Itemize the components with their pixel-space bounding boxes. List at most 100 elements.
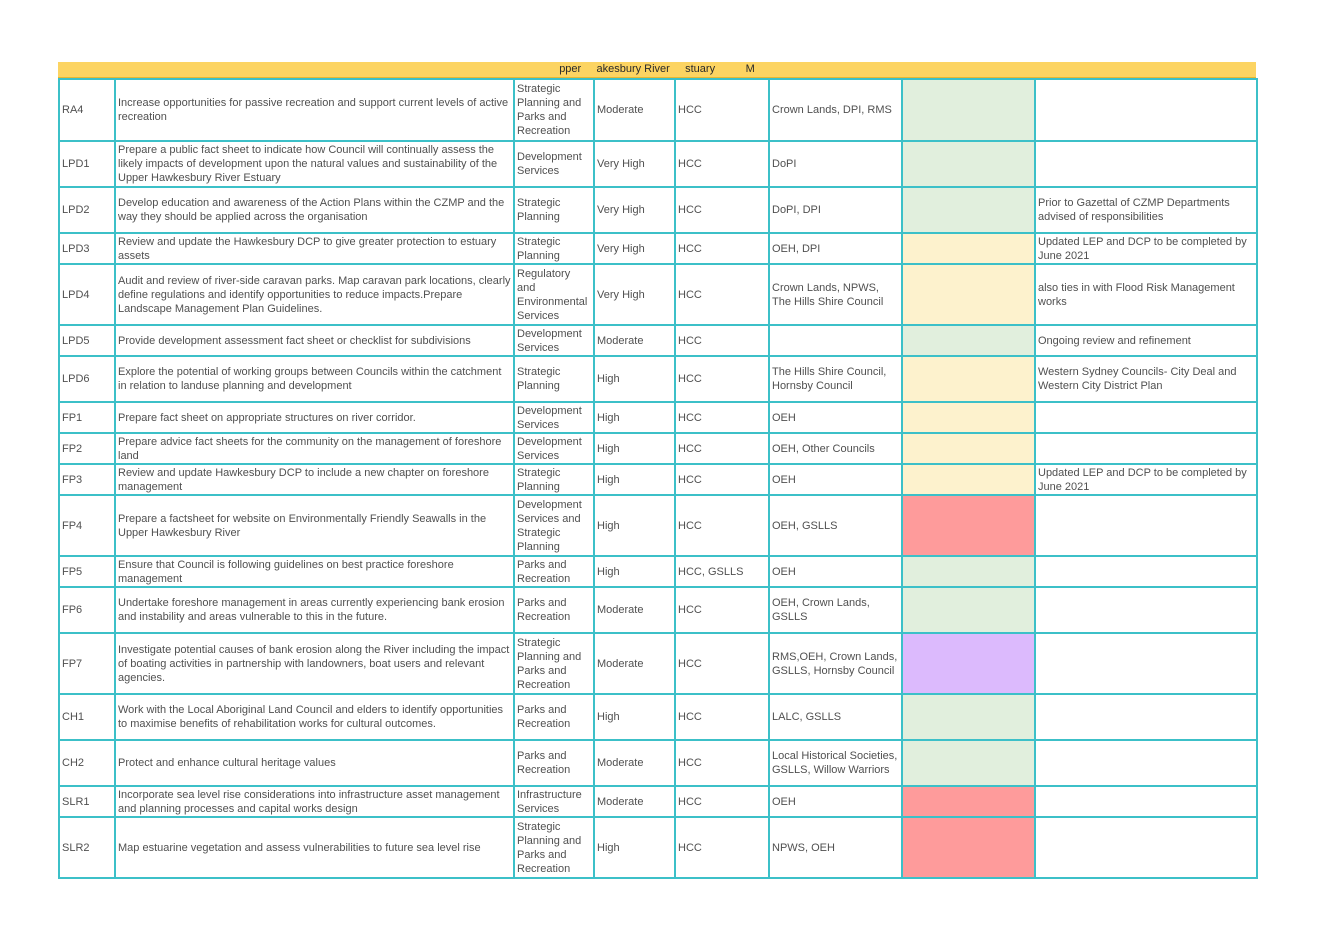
lead-agency-cell: HCC: [674, 632, 770, 695]
lead-agency-cell: HCC: [674, 785, 770, 818]
status-cell: [901, 263, 1036, 326]
responsible-department-cell: Parks and Recreation: [513, 586, 595, 634]
table-row: FP5 Ensure that Council is following guid…: [58, 555, 1258, 588]
status-cell: [901, 739, 1036, 787]
lead-agency-cell: HCC: [674, 432, 770, 465]
partners-cell: DoPI: [768, 140, 903, 188]
partners-cell: OEH, DPI: [768, 232, 903, 265]
table-row: LPD5 Provide development assessment fact …: [58, 324, 1258, 357]
status-cell: [901, 494, 1036, 557]
action-id-cell: LPD6: [58, 355, 116, 403]
action-id-cell: SLR2: [58, 816, 116, 879]
responsible-department-cell: Development Services: [513, 324, 595, 357]
action-plan-sheet: pper akesbury River stuary M RA4 Increase…: [58, 62, 1258, 879]
action-description-cell: Investigate potential causes of bank ero…: [114, 632, 515, 695]
table-row: RA4 Increase opportunities for passive re…: [58, 78, 1258, 142]
priority-cell: High: [593, 693, 676, 741]
responsible-department-cell: Strategic Planning: [513, 232, 595, 265]
action-id-cell: FP7: [58, 632, 116, 695]
priority-cell: High: [593, 816, 676, 879]
status-cell: [901, 401, 1036, 434]
lead-agency-cell: HCC: [674, 263, 770, 326]
status-cell: [901, 140, 1036, 188]
action-description-cell: Increase opportunities for passive recre…: [114, 78, 515, 142]
priority-cell: High: [593, 401, 676, 434]
status-cell: [901, 232, 1036, 265]
lead-agency-cell: HCC: [674, 816, 770, 879]
status-cell: [901, 186, 1036, 234]
partners-cell: [768, 324, 903, 357]
table-row: LPD1 Prepare a public fact sheet to indic…: [58, 140, 1258, 188]
status-cell: [901, 555, 1036, 588]
comment-cell: [1034, 140, 1258, 188]
action-id-cell: FP5: [58, 555, 116, 588]
lead-agency-cell: HCC: [674, 463, 770, 496]
table-row: SLR2 Map estuarine vegetation and assess …: [58, 816, 1258, 879]
partners-cell: NPWS, OEH: [768, 816, 903, 879]
partners-cell: OEH, Other Councils: [768, 432, 903, 465]
comment-cell: Updated LEP and DCP to be completed by J…: [1034, 232, 1258, 265]
comment-cell: [1034, 632, 1258, 695]
action-description-cell: Prepare fact sheet on appropriate struct…: [114, 401, 515, 434]
action-description-cell: Develop education and awareness of the A…: [114, 186, 515, 234]
responsible-department-cell: Strategic Planning and Parks and Recreat…: [513, 78, 595, 142]
priority-cell: High: [593, 555, 676, 588]
responsible-department-cell: Regulatory and Environmental Services: [513, 263, 595, 326]
comment-cell: [1034, 816, 1258, 879]
action-id-cell: LPD5: [58, 324, 116, 357]
partners-cell: The Hills Shire Council, Hornsby Council: [768, 355, 903, 403]
action-id-cell: LPD3: [58, 232, 116, 265]
partners-cell: DoPI, DPI: [768, 186, 903, 234]
action-description-cell: Audit and review of river-side caravan p…: [114, 263, 515, 326]
responsible-department-cell: Development Services: [513, 140, 595, 188]
comment-cell: Western Sydney Councils- City Deal and W…: [1034, 355, 1258, 403]
priority-cell: Very High: [593, 263, 676, 326]
action-description-cell: Review and update the Hawkesbury DCP to …: [114, 232, 515, 265]
priority-cell: Moderate: [593, 785, 676, 818]
action-description-cell: Prepare a factsheet for website on Envir…: [114, 494, 515, 557]
priority-cell: Moderate: [593, 739, 676, 787]
responsible-department-cell: Strategic Planning: [513, 463, 595, 496]
status-cell: [901, 693, 1036, 741]
status-cell: [901, 632, 1036, 695]
table-row: LPD4 Audit and review of river-side carav…: [58, 263, 1258, 326]
partners-cell: OEH: [768, 555, 903, 588]
table-row: SLR1 Incorporate sea level rise considera…: [58, 785, 1258, 818]
lead-agency-cell: HCC: [674, 586, 770, 634]
partners-cell: OEH, Crown Lands, GSLLS: [768, 586, 903, 634]
lead-agency-cell: HCC, GSLLS: [674, 555, 770, 588]
status-cell: [901, 586, 1036, 634]
action-description-cell: Ensure that Council is following guideli…: [114, 555, 515, 588]
status-cell: [901, 324, 1036, 357]
action-description-cell: Work with the Local Aboriginal Land Coun…: [114, 693, 515, 741]
action-id-cell: LPD4: [58, 263, 116, 326]
lead-agency-cell: HCC: [674, 78, 770, 142]
action-description-cell: Prepare a public fact sheet to indicate …: [114, 140, 515, 188]
action-id-cell: FP6: [58, 586, 116, 634]
action-description-cell: Prepare advice fact sheets for the commu…: [114, 432, 515, 465]
responsible-department-cell: Development Services: [513, 401, 595, 434]
table-row: FP6 Undertake foreshore management in are…: [58, 586, 1258, 634]
action-description-cell: Undertake foreshore management in areas …: [114, 586, 515, 634]
comment-cell: Updated LEP and DCP to be completed by J…: [1034, 463, 1258, 496]
comment-cell: [1034, 785, 1258, 818]
comment-cell: [1034, 78, 1258, 142]
lead-agency-cell: HCC: [674, 494, 770, 557]
responsible-department-cell: Strategic Planning and Parks and Recreat…: [513, 632, 595, 695]
action-id-cell: CH1: [58, 693, 116, 741]
priority-cell: Very High: [593, 232, 676, 265]
action-id-cell: SLR1: [58, 785, 116, 818]
action-id-cell: LPD2: [58, 186, 116, 234]
action-description-cell: Incorporate sea level rise consideration…: [114, 785, 515, 818]
comment-cell: [1034, 401, 1258, 434]
priority-cell: Moderate: [593, 78, 676, 142]
table-row: FP3 Review and update Hawkesbury DCP to i…: [58, 463, 1258, 496]
table-row: LPD6 Explore the potential of working gro…: [58, 355, 1258, 403]
partners-cell: OEH: [768, 785, 903, 818]
priority-cell: Very High: [593, 186, 676, 234]
table-row: LPD2 Develop education and awareness of t…: [58, 186, 1258, 234]
sheet-title-banner: pper akesbury River stuary M: [58, 62, 1256, 78]
action-id-cell: CH2: [58, 739, 116, 787]
table-row: FP4 Prepare a factsheet for website on En…: [58, 494, 1258, 557]
lead-agency-cell: HCC: [674, 693, 770, 741]
